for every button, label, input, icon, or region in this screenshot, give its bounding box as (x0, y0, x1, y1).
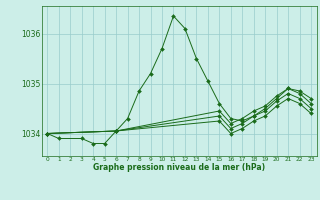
X-axis label: Graphe pression niveau de la mer (hPa): Graphe pression niveau de la mer (hPa) (93, 163, 265, 172)
